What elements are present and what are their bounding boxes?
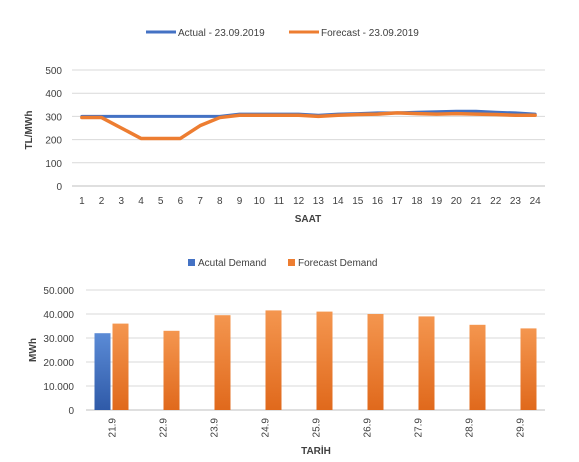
bar-y-tick-label: 50.000 (43, 286, 74, 297)
line-x-tick-label: 1 (79, 196, 85, 207)
line-chart-x-axis-title: SAAT (295, 214, 321, 225)
line-x-tick-label: 2 (99, 196, 105, 207)
line-x-tick-label: 20 (451, 196, 463, 207)
bar-x-tick-label: 22.9 (159, 418, 170, 438)
legend-label-forecast-demand: Forecast Demand (298, 258, 377, 269)
line-chart-gridlines (72, 69, 545, 187)
forecast-demand-bar (520, 328, 537, 410)
line-x-tick-label: 14 (333, 196, 345, 207)
line-x-tick-label: 18 (411, 196, 423, 207)
forecast-demand-bar (214, 315, 231, 410)
line-x-tick-label: 24 (530, 196, 542, 207)
bar-chart-gridlines (86, 289, 545, 411)
forecast-demand-bar (112, 323, 129, 410)
bar-chart-y-ticks: 0 10.000 20.000 30.000 40.000 50.000 (43, 286, 74, 417)
bar-chart-x-ticks: 21.9 22.9 23.9 24.9 25.9 26.9 27.9 28.9 29.9 (108, 418, 527, 438)
bar-y-tick-label: 30.000 (43, 334, 74, 345)
legend-label-actual: Actual - 23.09.2019 (178, 28, 265, 39)
forecast-demand-bar (469, 324, 486, 410)
forecast-demand-bar (163, 330, 180, 410)
hourly-price-line-chart: Actual - 23.09.2019 Forecast - 23.09.201… (24, 28, 545, 225)
bar-y-tick-label: 0 (68, 406, 74, 417)
line-chart-series (80, 109, 537, 141)
legend-swatch-actual-demand (188, 259, 195, 266)
line-chart-legend: Actual - 23.09.2019 Forecast - 23.09.201… (146, 28, 419, 39)
bar-chart-legend: Acutal Demand Forecast Demand (188, 258, 377, 269)
line-x-tick-label: 16 (372, 196, 384, 207)
bar-x-tick-label: 26.9 (363, 418, 374, 438)
line-x-tick-label: 15 (352, 196, 364, 207)
bar-x-tick-label: 27.9 (414, 418, 425, 438)
bar-y-tick-label: 20.000 (43, 358, 74, 369)
bar-x-tick-label: 25.9 (312, 418, 323, 438)
bar-y-tick-label: 10.000 (43, 382, 74, 393)
line-y-tick-label: 500 (45, 66, 62, 77)
line-x-tick-label: 22 (490, 196, 502, 207)
bar-chart-x-axis-title: TARİH (301, 444, 331, 457)
line-y-tick-label: 0 (56, 182, 62, 193)
legend-label-actual-demand: Acutal Demand (198, 258, 266, 269)
bar-chart-y-axis-title: MWh (28, 338, 39, 362)
legend-label-forecast: Forecast - 23.09.2019 (321, 28, 419, 39)
forecast-price-line (80, 111, 537, 141)
line-y-tick-label: 400 (45, 89, 62, 100)
forecast-demand-bar (265, 310, 282, 410)
line-x-tick-label: 4 (138, 196, 144, 207)
line-x-tick-label: 5 (158, 196, 164, 207)
legend-swatch-forecast-demand (288, 259, 295, 266)
bar-x-tick-label: 28.9 (465, 418, 476, 438)
line-x-tick-label: 19 (431, 196, 443, 207)
line-x-tick-label: 6 (178, 196, 184, 207)
forecast-demand-bar (367, 314, 384, 410)
bar-chart-bars (94, 310, 537, 410)
line-y-tick-label: 100 (45, 159, 62, 170)
line-x-tick-label: 3 (118, 196, 124, 207)
bar-y-tick-label: 40.000 (43, 310, 74, 321)
actual-demand-bar (94, 333, 111, 410)
line-y-tick-label: 200 (45, 136, 62, 147)
bar-x-tick-label: 29.9 (516, 418, 527, 438)
line-chart-x-ticks: 1 2 3 4 5 6 7 8 9 10 11 12 13 14 15 16 17 18 19 20 21 22 23 24 (79, 196, 541, 207)
line-x-tick-label: 12 (293, 196, 305, 207)
line-x-tick-label: 9 (237, 196, 243, 207)
line-x-tick-label: 23 (510, 196, 522, 207)
line-x-tick-label: 17 (392, 196, 404, 207)
forecast-demand-bar (316, 311, 333, 410)
forecast-demand-bar (418, 316, 435, 410)
line-x-tick-label: 7 (197, 196, 203, 207)
bar-x-tick-label: 24.9 (261, 418, 272, 438)
bar-x-tick-label: 23.9 (210, 418, 221, 438)
line-x-tick-label: 10 (254, 196, 266, 207)
line-x-tick-label: 11 (274, 196, 285, 207)
line-chart-y-ticks: 0 100 200 300 400 500 (45, 66, 62, 193)
line-x-tick-label: 13 (313, 196, 325, 207)
line-y-tick-label: 300 (45, 112, 62, 123)
daily-demand-bar-chart: Acutal Demand Forecast Demand 0 10.000 20.… (28, 258, 545, 457)
line-x-tick-label: 21 (470, 196, 482, 207)
bar-x-tick-label: 21.9 (108, 418, 119, 438)
line-x-tick-label: 8 (217, 196, 223, 207)
line-chart-y-axis-title: TL/MWh (24, 111, 35, 150)
